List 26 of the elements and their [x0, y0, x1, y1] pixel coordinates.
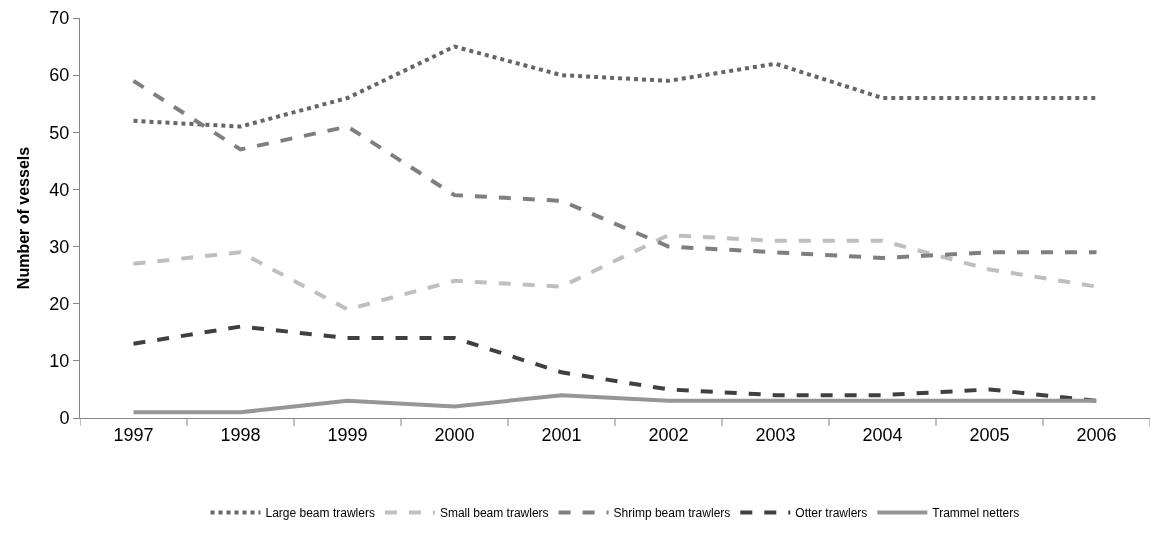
- legend-label: Otter trawlers: [795, 506, 868, 521]
- x-tick-label: 2003: [755, 424, 796, 445]
- y-tick-label: 0: [59, 408, 70, 429]
- legend-label: Trammel netters: [932, 506, 1020, 521]
- y-tick-label: 70: [49, 8, 70, 29]
- legend-label: Large beam trawlers: [265, 506, 375, 521]
- x-tick-label: 2002: [648, 424, 689, 445]
- y-tick-label: 50: [49, 122, 70, 143]
- line-series: [131, 393, 1099, 415]
- y-axis-title: Number of vessels: [15, 146, 33, 290]
- x-tick-label: 1999: [327, 424, 368, 445]
- x-tick-label: 2000: [434, 424, 475, 445]
- legend-label: Shrimp beam trawlers: [613, 506, 731, 521]
- x-tick-label: 2004: [862, 424, 903, 445]
- y-tick-label: 20: [49, 294, 70, 315]
- x-tick-label: 2001: [541, 424, 582, 445]
- y-tick-label: 60: [49, 65, 70, 86]
- y-tick-label: 30: [49, 236, 70, 257]
- x-tick-label: 2005: [969, 424, 1010, 445]
- y-tick-label: 10: [49, 351, 70, 372]
- y-tick-label: 40: [49, 179, 70, 200]
- x-tick-label: 2006: [1076, 424, 1117, 445]
- x-tick-label: 1997: [113, 424, 154, 445]
- line-series: [131, 78, 1099, 260]
- x-tick-label: 1998: [220, 424, 261, 445]
- legend-label: Small beam trawlers: [439, 506, 549, 521]
